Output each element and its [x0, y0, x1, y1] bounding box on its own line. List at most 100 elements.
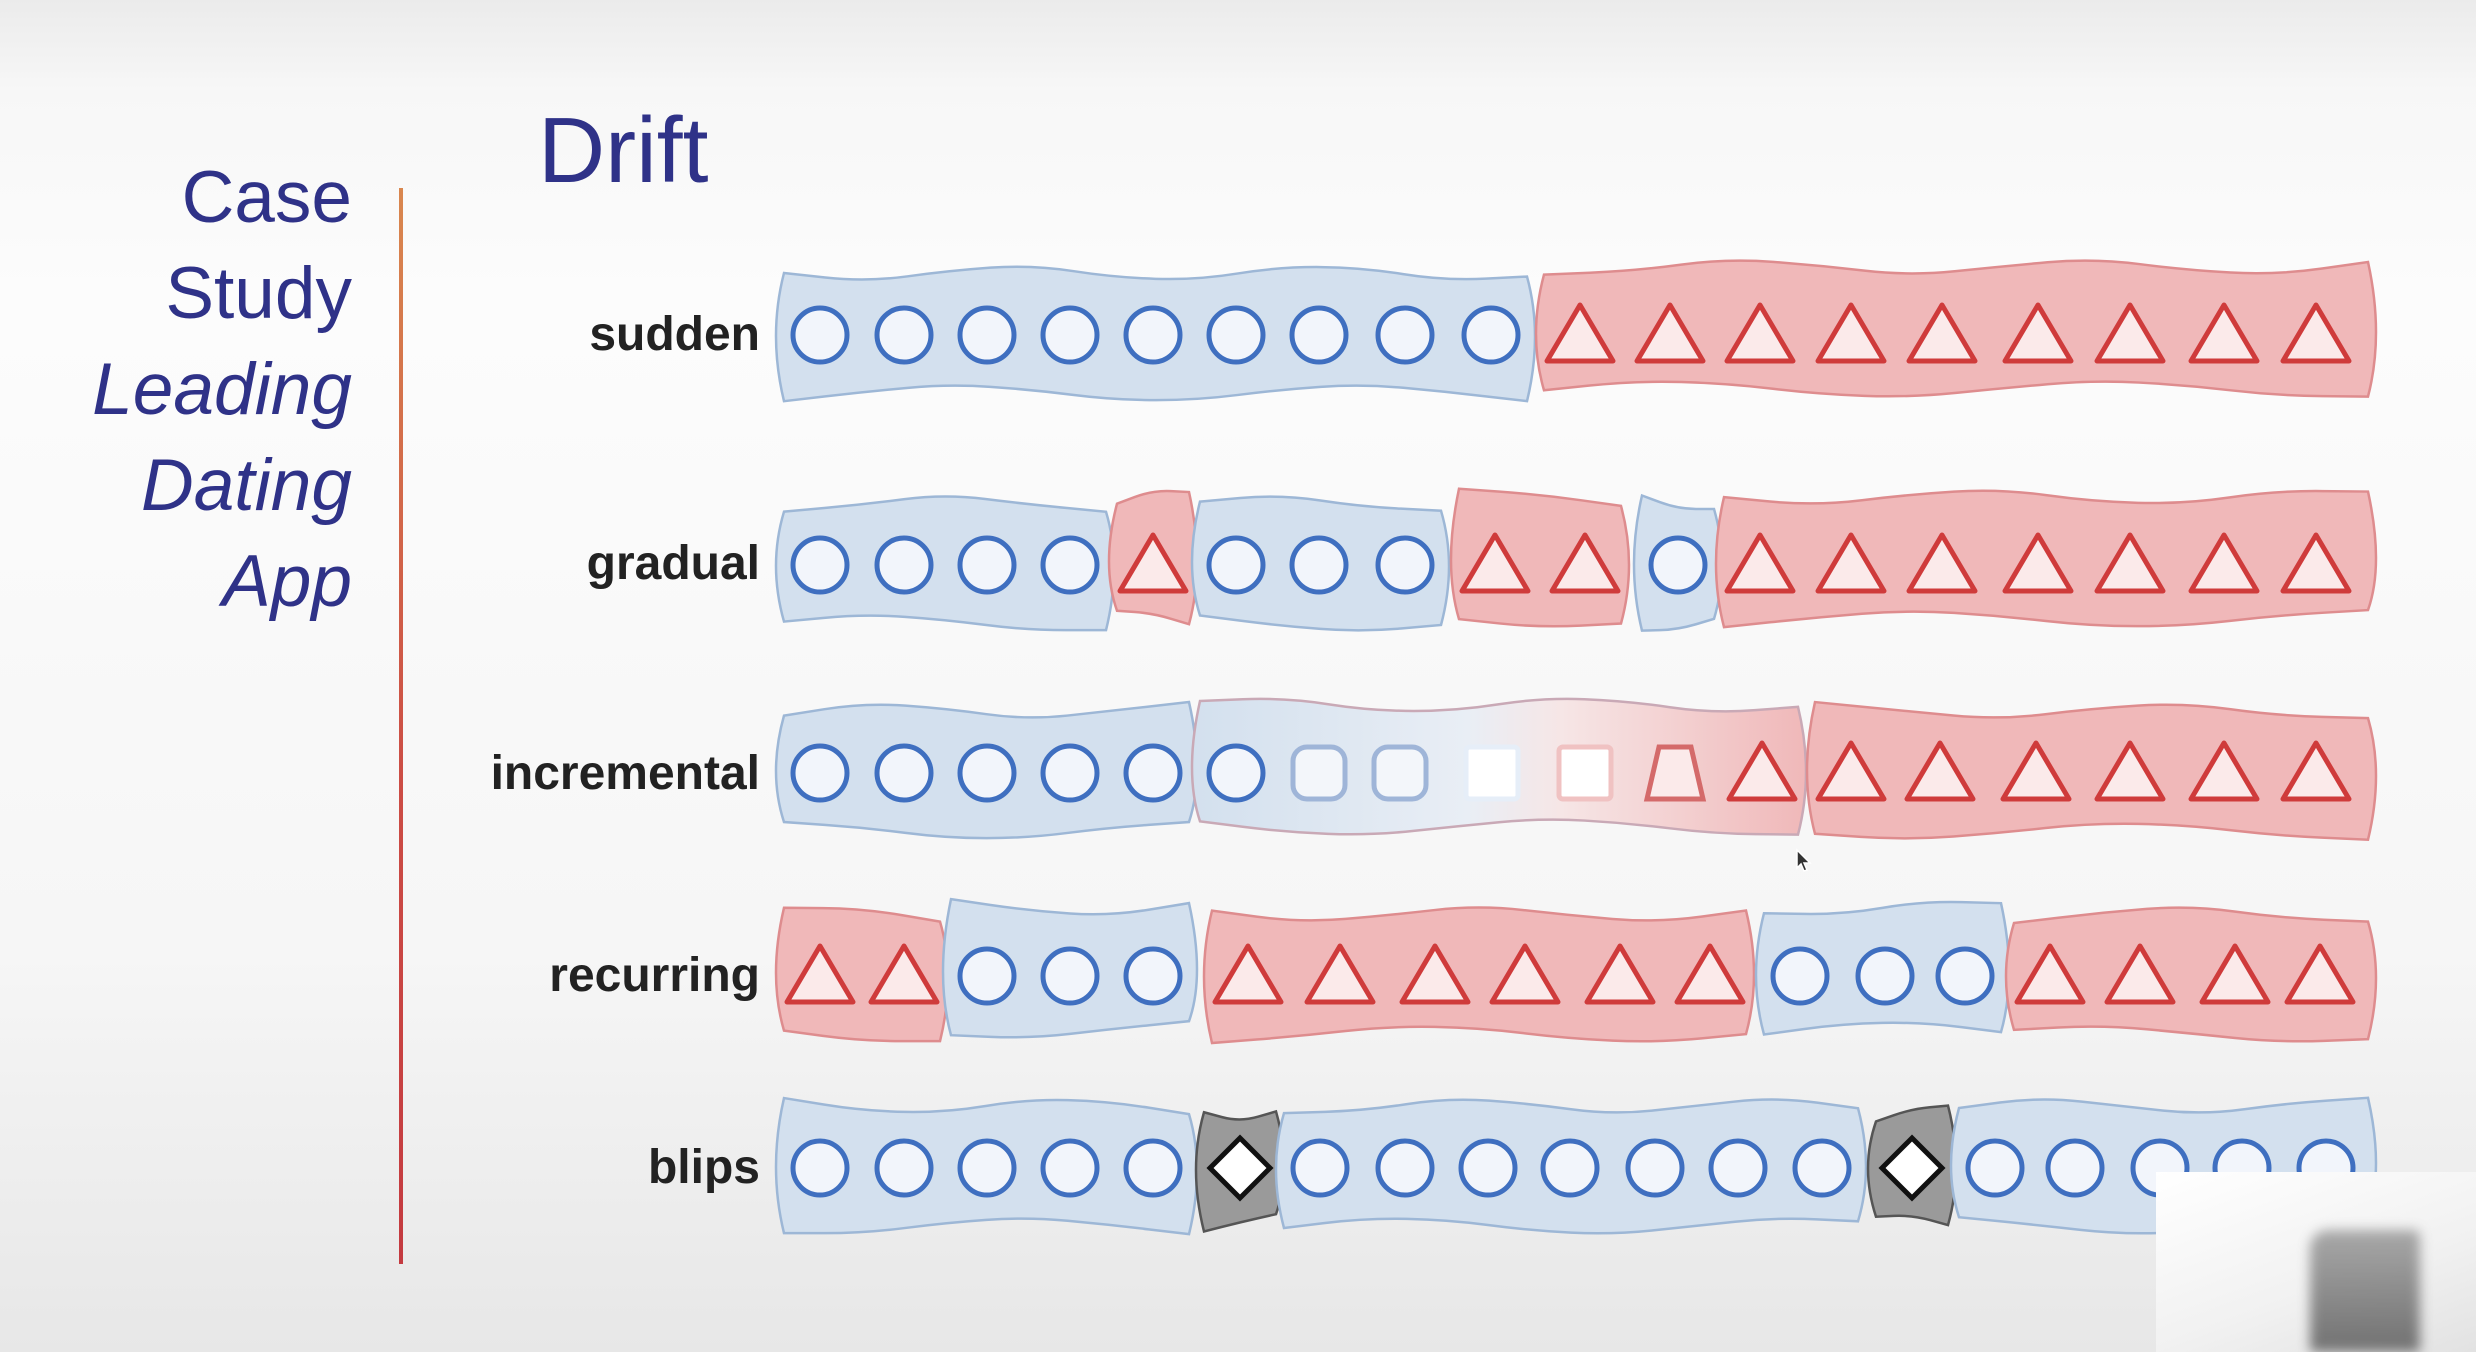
red-concept-blob — [1202, 906, 1756, 1045]
circle-marker — [790, 1138, 850, 1198]
square-marker — [1463, 744, 1521, 802]
slide-title: Drift — [538, 98, 709, 202]
triangle-marker — [1304, 943, 1376, 1005]
circle-marker — [1040, 743, 1100, 803]
drift-row-blips — [774, 1096, 2378, 1236]
triangle-marker — [1212, 943, 1284, 1005]
sidebar-line-app: App — [222, 541, 352, 622]
triangle-marker — [2094, 740, 2166, 802]
circle-marker — [957, 305, 1017, 365]
circle-marker — [957, 535, 1017, 595]
circle-marker — [1770, 946, 1830, 1006]
circle-marker — [957, 1138, 1017, 1198]
blue-concept-blob — [774, 495, 1116, 632]
triangle-marker — [2104, 943, 2176, 1005]
row-label-sudden: sudden — [589, 308, 760, 361]
triangle-marker — [2199, 943, 2271, 1005]
circle-marker — [790, 535, 850, 595]
circle-marker — [1123, 305, 1183, 365]
circle-marker — [1375, 305, 1435, 365]
circle-marker — [1540, 1138, 1600, 1198]
circle-marker — [2045, 1138, 2105, 1198]
sidebar-case-study: Case Study Leading Dating App — [40, 150, 352, 630]
circle-marker — [1123, 946, 1183, 1006]
red-concept-blob — [1805, 700, 2378, 841]
triangle-marker — [2280, 302, 2352, 364]
vertical-divider — [399, 188, 403, 1264]
triangle-marker — [2000, 740, 2072, 802]
triangle-marker — [1549, 532, 1621, 594]
row-label-recurring: recurring — [549, 949, 760, 1002]
circle-marker — [1965, 1138, 2025, 1198]
rounded-square-marker — [1290, 744, 1348, 802]
triangle-marker — [2002, 532, 2074, 594]
circle-marker — [790, 743, 850, 803]
square-marker — [1556, 744, 1614, 802]
circle-marker — [874, 743, 934, 803]
triangle-marker — [2094, 532, 2166, 594]
diamond-marker — [1206, 1134, 1274, 1202]
sidebar-line-case: Case — [181, 157, 352, 238]
triangle-marker — [1904, 740, 1976, 802]
red-concept-blob — [2004, 906, 2378, 1043]
mouse-cursor-icon — [1796, 848, 1812, 872]
triangle-marker — [2280, 740, 2352, 802]
circle-marker — [1206, 535, 1266, 595]
circle-marker — [957, 946, 1017, 1006]
triangle-marker — [2188, 532, 2260, 594]
triangle-marker — [1906, 302, 1978, 364]
triangle-marker — [1117, 532, 1189, 594]
sidebar-line-dating: Dating — [140, 445, 352, 526]
triangle-marker — [1724, 532, 1796, 594]
row-label-blips: blips — [647, 1141, 760, 1194]
triangle-marker — [1724, 302, 1796, 364]
circle-marker — [1792, 1138, 1852, 1198]
triangle-marker — [2188, 740, 2260, 802]
circle-marker — [1040, 1138, 1100, 1198]
trapezoid-marker — [1643, 744, 1707, 802]
triangle-marker — [2188, 302, 2260, 364]
circle-marker — [874, 305, 934, 365]
red-concept-blob — [1449, 487, 1631, 628]
circle-marker — [1375, 1138, 1435, 1198]
circle-marker — [1461, 305, 1521, 365]
triangle-marker — [1726, 740, 1798, 802]
circle-marker — [1289, 535, 1349, 595]
circle-marker — [1708, 1138, 1768, 1198]
triangle-marker — [784, 943, 856, 1005]
circle-marker — [1289, 305, 1349, 365]
triangle-marker — [2280, 532, 2352, 594]
triangle-marker — [2002, 302, 2074, 364]
circle-marker — [1625, 1138, 1685, 1198]
triangle-marker — [2014, 943, 2086, 1005]
corner-shadow — [2310, 1230, 2420, 1352]
circle-marker — [1123, 1138, 1183, 1198]
drift-row-sudden — [774, 259, 2378, 403]
rounded-square-marker — [1371, 744, 1429, 802]
diamond-marker — [1878, 1134, 1946, 1202]
circle-marker — [874, 1138, 934, 1198]
triangle-marker — [1459, 532, 1531, 594]
row-label-gradual: gradual — [586, 537, 760, 590]
circle-marker — [1040, 535, 1100, 595]
circle-marker — [1375, 535, 1435, 595]
red-concept-blob — [774, 906, 950, 1043]
sidebar-line-leading: Leading — [92, 349, 352, 430]
triangle-marker — [1815, 740, 1887, 802]
circle-marker — [1458, 1138, 1518, 1198]
circle-marker — [1123, 743, 1183, 803]
triangle-marker — [1815, 302, 1887, 364]
circle-marker — [1855, 946, 1915, 1006]
circle-marker — [1206, 743, 1266, 803]
triangle-marker — [868, 943, 940, 1005]
triangle-marker — [2284, 943, 2356, 1005]
circle-marker — [1935, 946, 1995, 1006]
triangle-marker — [1674, 943, 1746, 1005]
sidebar-line-study: Study — [165, 253, 352, 334]
circle-marker — [1290, 1138, 1350, 1198]
triangle-marker — [1399, 943, 1471, 1005]
circle-marker — [1040, 946, 1100, 1006]
triangle-marker — [1815, 532, 1887, 594]
triangle-marker — [1634, 302, 1706, 364]
triangle-marker — [1544, 302, 1616, 364]
